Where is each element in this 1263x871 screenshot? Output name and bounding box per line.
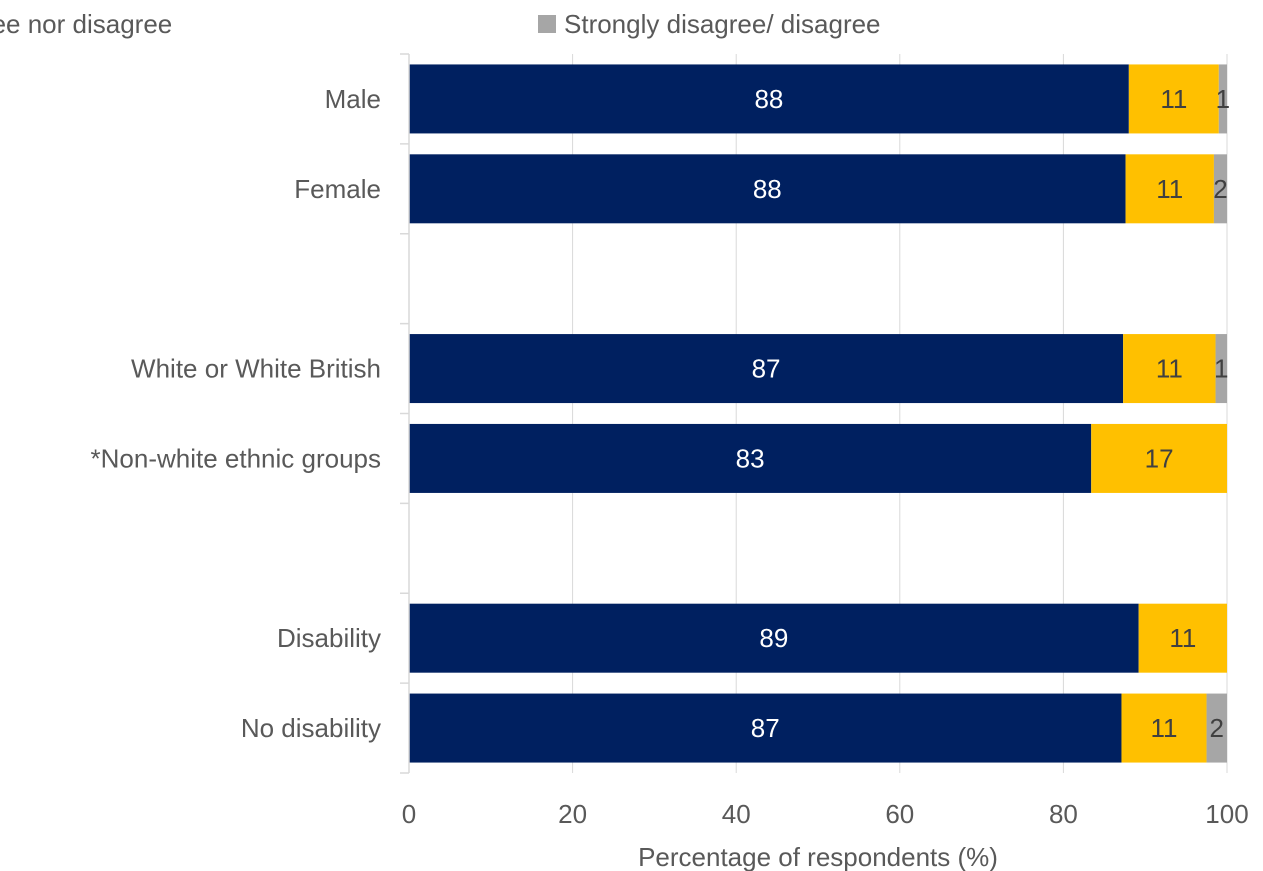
data-label: 88 (753, 174, 782, 204)
bar-segment (1218, 64, 1227, 134)
bar-segment (1123, 334, 1216, 404)
legend-swatch (538, 15, 556, 33)
category-label: Male (325, 84, 381, 114)
data-label: 88 (754, 84, 783, 114)
category-label: Disability (277, 623, 381, 653)
x-tick-label: 60 (885, 799, 914, 829)
bar-segment (1121, 693, 1207, 763)
x-tick-label: 0 (402, 799, 416, 829)
data-label: 2 (1210, 713, 1224, 743)
bar-segment (1128, 64, 1219, 134)
x-tick-label: 100 (1205, 799, 1248, 829)
x-tick-label: 80 (1049, 799, 1078, 829)
bar-segment (1206, 693, 1227, 763)
category-label: Female (294, 174, 381, 204)
x-tick-label: 20 (558, 799, 587, 829)
data-label: 11 (1156, 174, 1183, 204)
legend: agree nor disagree Strongly disagree/ dis… (0, 9, 881, 39)
x-axis-title: Percentage of respondents (%) (638, 842, 998, 871)
legend-label: agree nor disagree (0, 9, 172, 39)
category-label: *Non-white ethnic groups (91, 443, 382, 473)
data-label: 17 (1145, 443, 1174, 473)
category-label: White or White British (131, 354, 381, 384)
axes: 0 20 40 60 80 100 (400, 53, 1249, 829)
bar-segment (1215, 334, 1227, 404)
bar-segment (1213, 154, 1227, 224)
bar-segment (1138, 603, 1227, 673)
bar-segment (409, 334, 1124, 404)
data-label: 11 (1151, 713, 1178, 743)
legend-label: Strongly disagree/ disagree (564, 9, 881, 39)
category-label: No disability (241, 713, 381, 743)
bar-segment (409, 154, 1126, 224)
bar-segment (1125, 154, 1214, 224)
data-label: 11 (1160, 84, 1187, 114)
bar-segment (409, 423, 1092, 493)
data-label: 1 (1214, 354, 1228, 384)
data-label: 11 (1156, 354, 1183, 384)
data-label: 11 (1169, 623, 1196, 653)
data-label: 1 (1216, 84, 1230, 114)
bar-segment (409, 693, 1122, 763)
data-label: 87 (751, 713, 780, 743)
x-tick-label: 40 (722, 799, 751, 829)
data-label: 89 (759, 623, 788, 653)
data-label: 83 (736, 443, 765, 473)
bar-segment (1091, 423, 1227, 493)
bar-segment (409, 603, 1139, 673)
data-label: 2 (1213, 174, 1227, 204)
category-labels: Male Female White or White British *Non-whi… (91, 84, 382, 743)
data-label: 87 (752, 354, 781, 384)
bar-segment (409, 64, 1129, 134)
